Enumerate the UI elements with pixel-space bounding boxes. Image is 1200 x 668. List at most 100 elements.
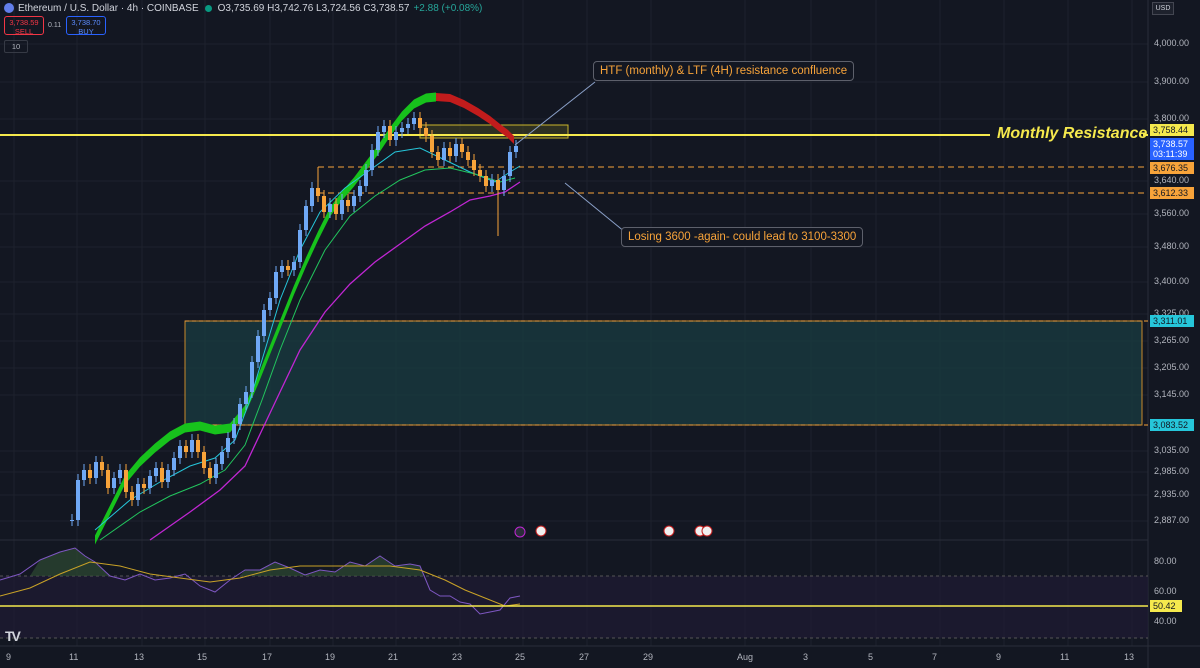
candle-body bbox=[382, 126, 386, 132]
date-tick: 25 bbox=[515, 652, 526, 662]
candle-body bbox=[238, 404, 242, 424]
rsi-band bbox=[0, 576, 1148, 638]
candle-body bbox=[100, 462, 104, 470]
date-tick: Aug bbox=[737, 652, 754, 662]
candle-body bbox=[304, 206, 308, 230]
candle-body bbox=[94, 462, 98, 478]
candle-body bbox=[346, 200, 350, 206]
ma-slow-line bbox=[149, 181, 521, 541]
candle-body bbox=[322, 196, 326, 212]
candle-body bbox=[406, 124, 410, 128]
rsi-tick: 40.00 bbox=[1154, 616, 1177, 626]
buy-label: BUY bbox=[78, 27, 94, 36]
rsi-value-label: 50.42 bbox=[1150, 600, 1182, 612]
candle-body bbox=[328, 204, 332, 212]
candle-body bbox=[370, 150, 374, 170]
flag-event-icon[interactable] bbox=[663, 525, 675, 537]
price-tick: 2,985.00 bbox=[1154, 466, 1190, 476]
bar-countdown: 03:11:39 bbox=[1153, 149, 1188, 159]
candle-body bbox=[418, 118, 422, 128]
buy-button[interactable]: 3,738.70 BUY bbox=[66, 16, 106, 36]
date-tick: 21 bbox=[388, 652, 399, 662]
date-tick: 13 bbox=[134, 652, 145, 662]
candle-body bbox=[478, 170, 482, 176]
date-tick: 7 bbox=[932, 652, 938, 662]
candle-body bbox=[82, 470, 86, 480]
candle-body bbox=[454, 144, 458, 156]
buy-price: 3,738.70 bbox=[71, 18, 101, 27]
ethereum-logo-icon bbox=[4, 3, 14, 13]
candle-body bbox=[364, 170, 368, 186]
sell-label: SELL bbox=[14, 27, 34, 36]
candle-body bbox=[190, 440, 194, 452]
event-marker-icon[interactable] bbox=[514, 526, 526, 538]
candle-body bbox=[232, 424, 236, 438]
candle-body bbox=[226, 438, 230, 452]
candle-body bbox=[250, 362, 254, 392]
candle-body bbox=[178, 446, 182, 458]
level-a-price-label: 3,676.35 bbox=[1150, 162, 1194, 174]
candle-body bbox=[394, 132, 398, 140]
date-tick: 3 bbox=[803, 652, 809, 662]
price-tick: 3,145.00 bbox=[1154, 389, 1190, 399]
date-tick: 29 bbox=[643, 652, 654, 662]
losing-connector bbox=[564, 182, 626, 233]
candle-body bbox=[268, 298, 272, 310]
candle-body bbox=[298, 230, 302, 262]
symbol-title[interactable]: Ethereum / U.S. Dollar · 4h · COINBASE bbox=[18, 2, 199, 14]
candle-body bbox=[124, 470, 128, 492]
trend-ribbon-bear bbox=[436, 93, 514, 144]
candle-body bbox=[142, 484, 146, 488]
candle-body bbox=[316, 188, 320, 196]
tradingview-logo-icon[interactable]: TV bbox=[5, 628, 21, 644]
confluence-annotation[interactable]: HTF (monthly) & LTF (4H) resistance conf… bbox=[593, 61, 855, 81]
last-price: 3,738.57 bbox=[1153, 139, 1189, 149]
market-open-icon bbox=[204, 4, 212, 12]
flag-event-icon[interactable] bbox=[535, 525, 547, 537]
sell-button[interactable]: 3,738.59 SELL bbox=[4, 16, 44, 36]
rsi-tick: 80.00 bbox=[1154, 556, 1177, 566]
last-price-label: 3,738.57 03:11:39 bbox=[1150, 138, 1194, 160]
candle-body bbox=[472, 160, 476, 170]
candle-body bbox=[514, 146, 518, 152]
candle-body bbox=[184, 446, 188, 452]
candle-body bbox=[202, 452, 206, 468]
price-tick: 3,325.00 bbox=[1154, 308, 1190, 318]
support-zone bbox=[184, 320, 1143, 426]
date-tick: 9 bbox=[6, 652, 12, 662]
ma-fast-line bbox=[94, 147, 521, 531]
ohlc-values: O3,735.69 H3,742.76 L3,724.56 C3,738.57 bbox=[217, 2, 410, 14]
candle-body bbox=[70, 520, 74, 521]
flag-event-icon[interactable] bbox=[701, 525, 713, 537]
candle-body bbox=[160, 468, 164, 482]
monthly-resistance-price-label: 3,758.44 bbox=[1150, 124, 1194, 136]
currency-selector[interactable]: USD bbox=[1152, 2, 1174, 15]
price-tick: 3,480.00 bbox=[1154, 241, 1190, 251]
candle-body bbox=[154, 468, 158, 476]
candle-body bbox=[466, 152, 470, 160]
candle-body bbox=[334, 204, 338, 214]
candle-body bbox=[484, 176, 488, 186]
candle-body bbox=[412, 118, 416, 124]
rsi-overbought-fill bbox=[30, 548, 425, 576]
date-tick: 19 bbox=[325, 652, 336, 662]
price-tick: 3,640.00 bbox=[1154, 175, 1190, 185]
candle-body bbox=[310, 188, 314, 206]
candle-body bbox=[280, 266, 284, 272]
candle-body bbox=[118, 470, 122, 478]
candle-body bbox=[172, 458, 176, 470]
candle-body bbox=[130, 492, 134, 500]
candle-body bbox=[490, 180, 494, 186]
date-tick: 5 bbox=[868, 652, 874, 662]
losing-annotation[interactable]: Losing 3600 -again- could lead to 3100-3… bbox=[621, 227, 864, 247]
candle-body bbox=[460, 144, 464, 152]
volume-badge[interactable]: 10 bbox=[4, 40, 28, 53]
candle-body bbox=[220, 452, 224, 464]
date-tick: 23 bbox=[452, 652, 463, 662]
monthly-resistance-label[interactable]: Monthly Resistance bbox=[997, 125, 1148, 142]
date-tick: 17 bbox=[262, 652, 273, 662]
rsi-line bbox=[0, 547, 521, 615]
candle-body bbox=[424, 128, 428, 136]
confluence-connector bbox=[514, 81, 596, 146]
